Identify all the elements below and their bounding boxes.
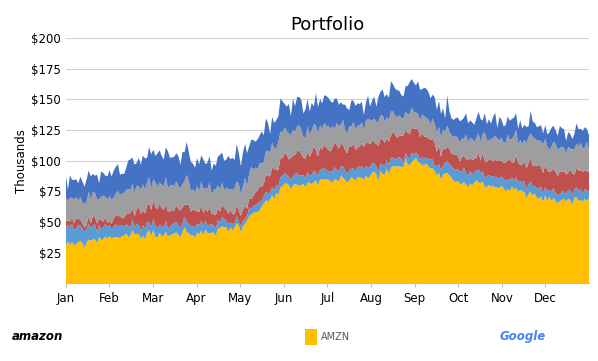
Bar — [304, 329, 317, 345]
Text: Google: Google — [500, 330, 546, 343]
Y-axis label: Thousands: Thousands — [16, 129, 28, 192]
Text: amazon: amazon — [12, 330, 63, 343]
Title: Portfolio: Portfolio — [290, 16, 365, 34]
Text: AMZN: AMZN — [321, 332, 350, 342]
